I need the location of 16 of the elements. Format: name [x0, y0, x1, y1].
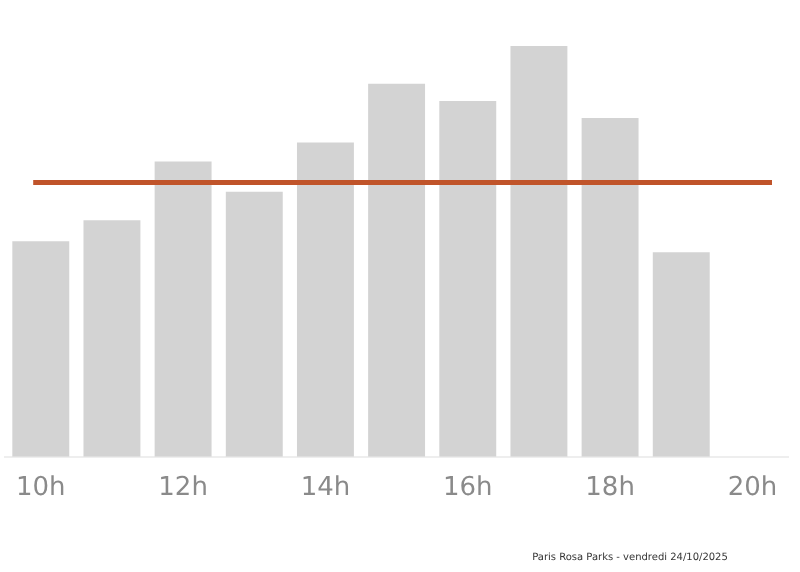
bar	[225, 191, 283, 457]
bar	[581, 117, 639, 457]
bar	[368, 83, 426, 457]
bar	[439, 101, 497, 457]
x-tick-label: 12h	[158, 473, 208, 504]
bar	[154, 161, 212, 457]
x-tick-label: 14h	[300, 473, 351, 504]
bar	[652, 252, 710, 457]
x-tick-label: 16h	[442, 473, 493, 504]
bar	[83, 220, 141, 457]
bar	[296, 142, 354, 457]
bar	[510, 46, 568, 457]
bar	[12, 241, 70, 457]
x-tick-label: 18h	[585, 473, 635, 504]
x-tick-label: 10h	[16, 473, 66, 504]
x-tick-label: 20h	[727, 473, 778, 504]
